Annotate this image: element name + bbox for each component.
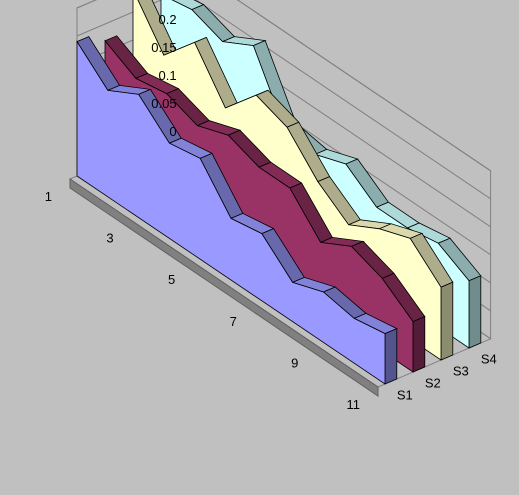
ribbon-end	[412, 315, 426, 373]
y-tick-labels: 00.050.10.150.20.250.3	[151, 12, 177, 139]
series-tick-label: S2	[425, 376, 441, 391]
x-tick-label: 3	[106, 231, 113, 246]
series-tick-label: S1	[397, 388, 413, 403]
ribbon-end	[384, 327, 398, 385]
ribbon-front	[76, 40, 386, 385]
gridline	[76, 0, 491, 172]
series-tick-label: S4	[481, 352, 497, 367]
series-ribbon-S1	[76, 36, 398, 385]
floor-edge	[69, 178, 379, 397]
gridline	[76, 0, 491, 200]
x-tick-label: 11	[347, 397, 361, 412]
series-tick-labels: S1 S2 S3 S4	[397, 352, 497, 403]
series-tick-label: S3	[453, 364, 469, 379]
series-ribbons	[76, 0, 482, 385]
x-tick-label: 9	[291, 355, 298, 370]
x-tick-label: 5	[168, 272, 175, 287]
ribbon-end	[468, 275, 482, 349]
y-tick-label: 0.2	[159, 12, 177, 27]
y-tick-label: 0	[169, 124, 176, 139]
x-tick-label: 7	[230, 314, 237, 329]
y-tick-label: 0.1	[159, 68, 177, 83]
y-tick-label: 0.15	[151, 40, 176, 55]
ribbon-end	[440, 281, 454, 361]
x-tick-labels: 1 3 5 7 9 11	[45, 189, 360, 412]
y-tick-label: 0.05	[151, 96, 176, 111]
x-tick-label: 1	[45, 189, 52, 204]
